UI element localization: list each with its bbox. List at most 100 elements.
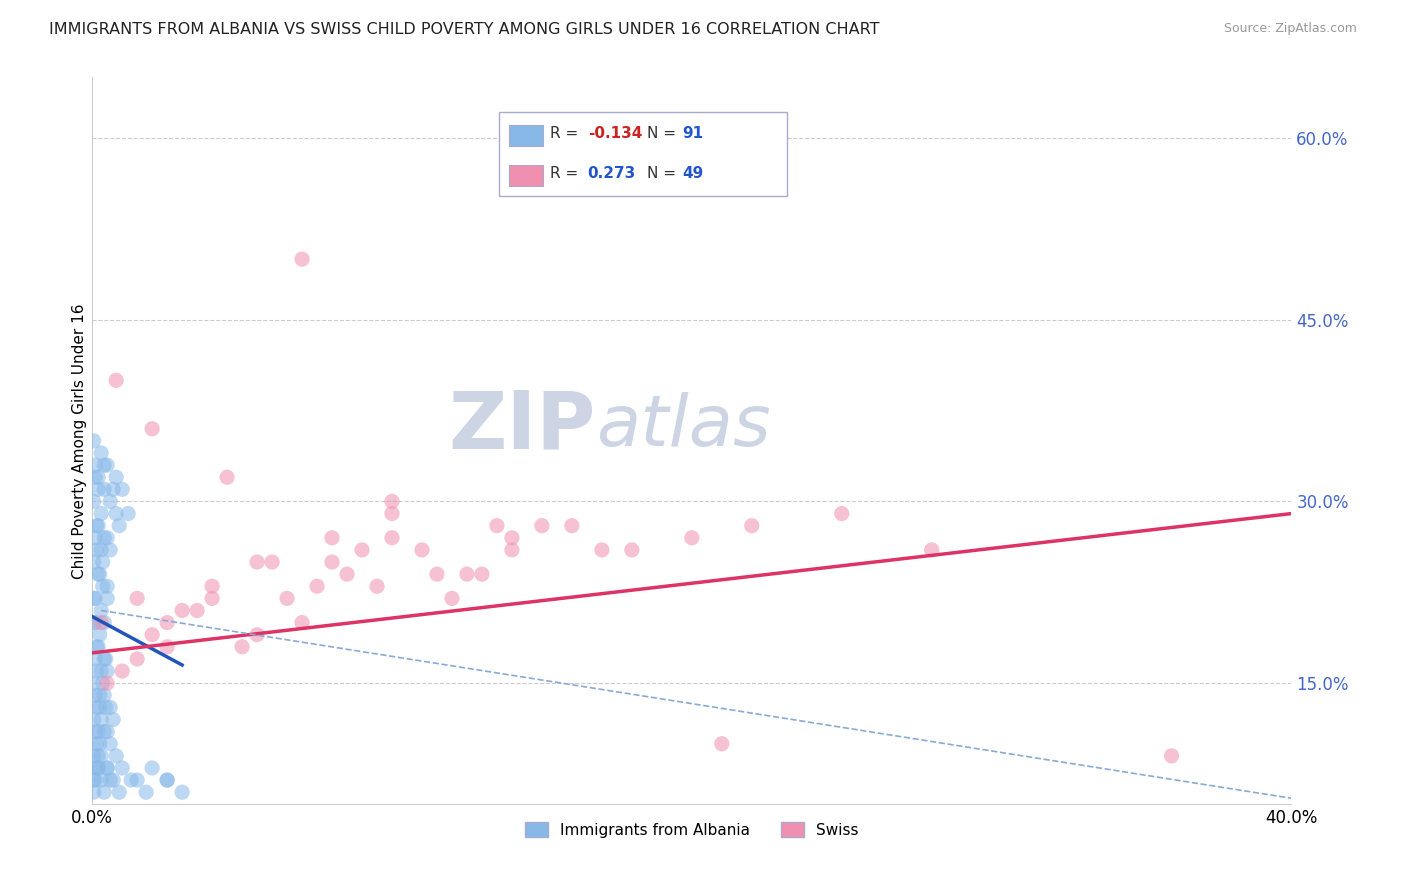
Point — [87, 518, 110, 533]
Point — [90, 615, 112, 630]
Point — [93, 483, 115, 497]
Point — [246, 555, 269, 569]
Point — [83, 434, 105, 448]
Point — [291, 252, 314, 267]
Point — [105, 748, 128, 763]
Point — [86, 542, 108, 557]
Point — [86, 640, 108, 654]
Point — [620, 542, 643, 557]
Point — [87, 724, 110, 739]
Point — [681, 531, 703, 545]
Point — [381, 507, 404, 521]
Point — [84, 591, 107, 606]
Point — [127, 773, 149, 788]
Point — [86, 518, 108, 533]
Point — [831, 507, 853, 521]
Point — [84, 773, 107, 788]
Point — [83, 748, 105, 763]
Point — [591, 542, 613, 557]
Point — [172, 785, 194, 799]
Point — [93, 458, 115, 472]
Point — [276, 591, 298, 606]
Point — [710, 737, 733, 751]
Point — [305, 579, 328, 593]
Point — [96, 761, 118, 775]
Point — [86, 664, 108, 678]
Point — [87, 470, 110, 484]
Point — [94, 700, 117, 714]
Point — [172, 603, 194, 617]
Text: R =: R = — [550, 127, 583, 141]
Point — [84, 724, 107, 739]
Point — [156, 773, 179, 788]
Text: N =: N = — [647, 167, 681, 181]
Point — [91, 676, 114, 690]
Point — [201, 579, 224, 593]
Point — [89, 700, 111, 714]
Point — [127, 652, 149, 666]
Point — [156, 640, 179, 654]
Point — [501, 542, 523, 557]
Text: 0.273: 0.273 — [588, 167, 636, 181]
Point — [921, 542, 943, 557]
Point — [1160, 748, 1182, 763]
Point — [93, 652, 115, 666]
Point — [90, 446, 112, 460]
Point — [83, 615, 105, 630]
Point — [186, 603, 208, 617]
Point — [96, 458, 118, 472]
Point — [90, 713, 112, 727]
Point — [96, 761, 118, 775]
Point — [98, 737, 121, 751]
Text: N =: N = — [647, 127, 681, 141]
Point — [87, 761, 110, 775]
Point — [105, 373, 128, 387]
Point — [105, 470, 128, 484]
Text: Source: ZipAtlas.com: Source: ZipAtlas.com — [1223, 22, 1357, 36]
Point — [83, 591, 105, 606]
Point — [217, 470, 239, 484]
Point — [98, 494, 121, 508]
Point — [530, 518, 553, 533]
Point — [108, 518, 131, 533]
Point — [101, 713, 124, 727]
Point — [456, 567, 478, 582]
Point — [89, 628, 111, 642]
Point — [111, 483, 134, 497]
Point — [91, 579, 114, 593]
Point — [83, 785, 105, 799]
Point — [90, 542, 112, 557]
Point — [156, 773, 179, 788]
Point — [90, 664, 112, 678]
Point — [111, 664, 134, 678]
Point — [381, 494, 404, 508]
Point — [141, 628, 163, 642]
Point — [84, 688, 107, 702]
Point — [84, 652, 107, 666]
Point — [127, 591, 149, 606]
Point — [96, 579, 118, 593]
Point — [501, 531, 523, 545]
Point — [86, 737, 108, 751]
Point — [87, 748, 110, 763]
Point — [89, 737, 111, 751]
Point — [426, 567, 449, 582]
Point — [321, 555, 343, 569]
Point — [84, 615, 107, 630]
Point — [96, 531, 118, 545]
Point — [135, 785, 157, 799]
Point — [111, 761, 134, 775]
Point — [120, 773, 142, 788]
Y-axis label: Child Poverty Among Girls Under 16: Child Poverty Among Girls Under 16 — [72, 303, 87, 579]
Point — [89, 567, 111, 582]
Point — [156, 615, 179, 630]
Text: R =: R = — [550, 167, 583, 181]
Point — [381, 531, 404, 545]
Point — [87, 483, 110, 497]
Point — [94, 652, 117, 666]
Point — [141, 761, 163, 775]
Point — [83, 494, 105, 508]
Point — [91, 555, 114, 569]
Point — [83, 555, 105, 569]
Text: atlas: atlas — [596, 392, 770, 461]
